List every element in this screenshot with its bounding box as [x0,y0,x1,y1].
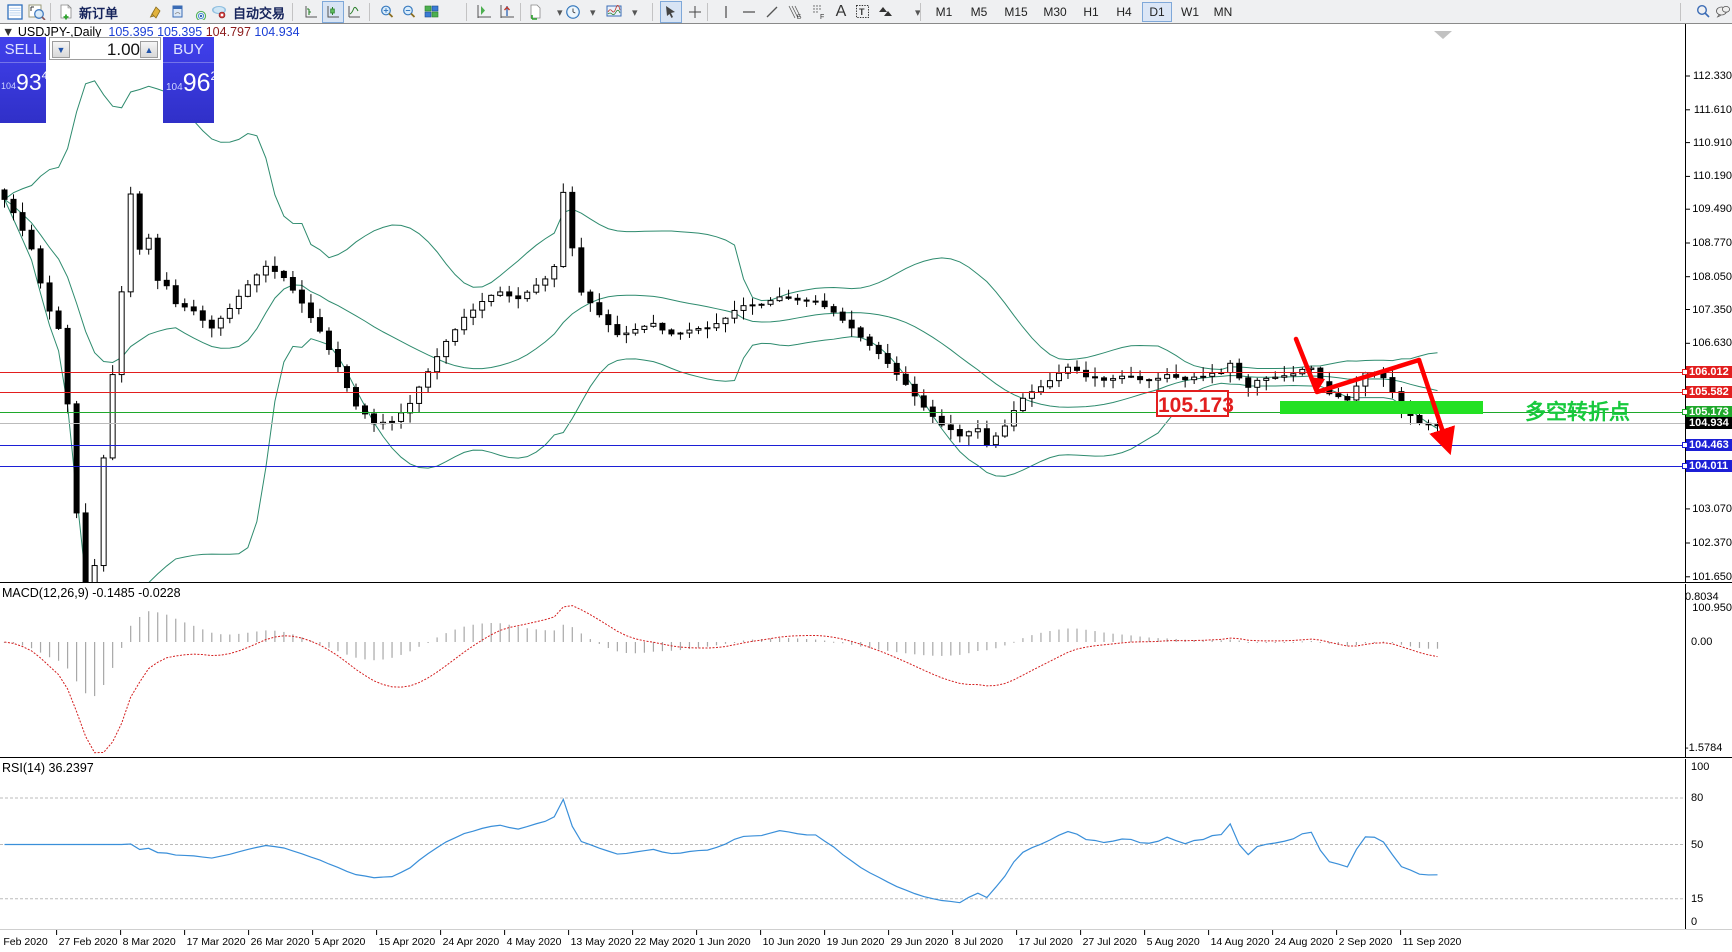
svg-text:E: E [797,15,801,20]
svg-text:F: F [820,14,824,20]
svg-text:T: T [859,7,865,17]
